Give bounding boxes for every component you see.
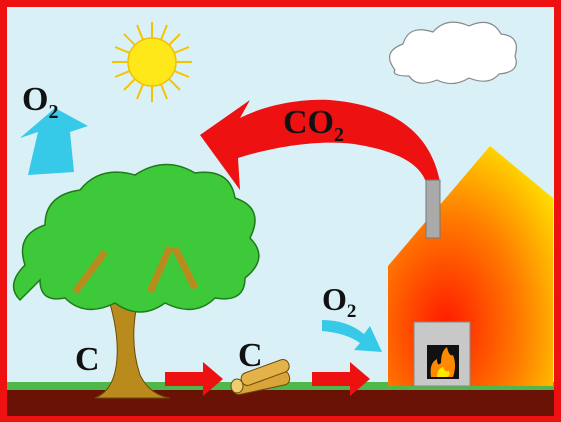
carbon-label-wood: C: [238, 337, 263, 374]
stove: [414, 322, 470, 386]
chimney: [426, 180, 440, 238]
sun: [112, 22, 192, 102]
ground: [7, 390, 554, 416]
carbon-cycle-diagram: O2 CO2 C C O2: [0, 0, 561, 422]
carbon-label-tree: C: [75, 341, 100, 378]
